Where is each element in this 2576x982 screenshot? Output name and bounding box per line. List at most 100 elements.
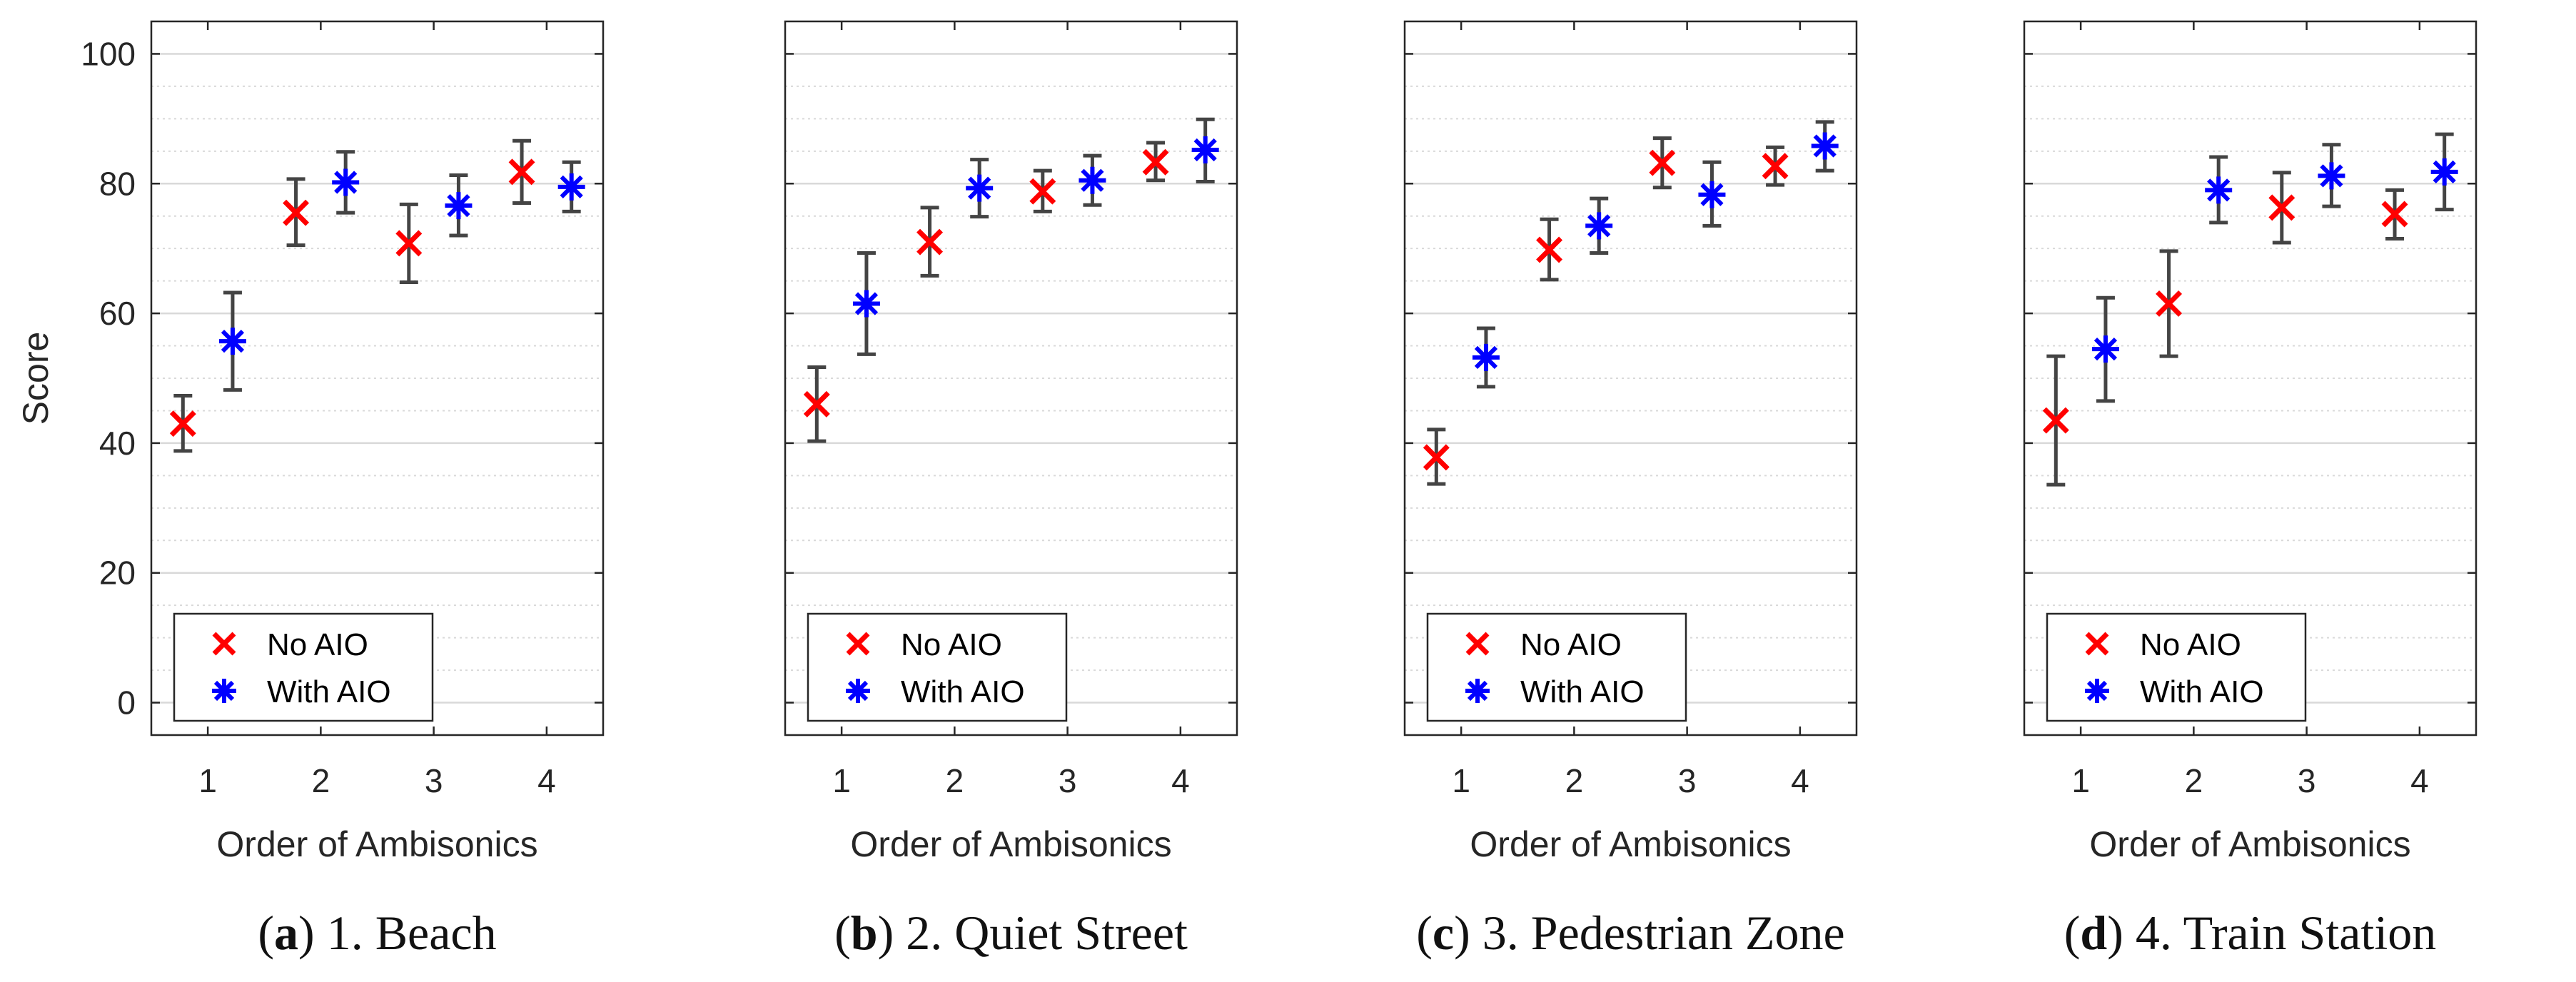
legend-no-aio-marker — [212, 632, 236, 656]
no-aio-marker — [2042, 407, 2069, 434]
y-tick-label: 80 — [99, 165, 136, 202]
x-axis-label: Order of Ambisonics — [2089, 824, 2410, 864]
caption-paren-open: ( — [834, 906, 851, 960]
caption-title: 2. Quiet Street — [894, 906, 1188, 960]
y-tick-label: 100 — [81, 35, 136, 72]
with-aio-marker — [2205, 176, 2233, 204]
no-aio-marker — [2156, 290, 2183, 317]
legend-label-with-aio: With AIO — [1520, 674, 1645, 709]
x-tick-label: 4 — [2410, 762, 2429, 799]
no-aio-marker — [1142, 148, 1169, 176]
x-tick-label: 2 — [2185, 762, 2203, 799]
x-tick-label: 1 — [198, 762, 217, 799]
caption-paren-open: ( — [2064, 906, 2081, 960]
legend-box — [807, 612, 1068, 722]
caption-paren-open: ( — [1416, 906, 1433, 960]
legend-label-with-aio: With AIO — [2140, 674, 2264, 709]
no-aio-marker — [395, 230, 423, 257]
x-tick-label: 3 — [1059, 762, 1077, 799]
panel-caption: (c) 3. Pedestrian Zone — [1416, 906, 1844, 960]
axes-box — [150, 20, 605, 736]
legend-no-aio-marker — [1465, 632, 1490, 656]
y-axis-label: Score — [16, 332, 56, 425]
caption-title: 3. Pedestrian Zone — [1470, 906, 1845, 960]
axes-box — [2023, 20, 2477, 736]
panel-a: 0 20 40 60 80 100 1 2 3 4 Score Order of Ambisonics… — [16, 20, 605, 960]
no-aio-marker — [803, 390, 830, 417]
with-aio-marker — [2318, 162, 2345, 190]
caption-paren-close: ) — [1454, 906, 1470, 960]
with-aio-marker — [557, 173, 585, 201]
axes-box — [1403, 20, 1858, 736]
caption-paren-close: ) — [2107, 906, 2123, 960]
x-tick-label: 1 — [1452, 762, 1470, 799]
panel-caption: (b) 2. Quiet Street — [834, 906, 1188, 960]
no-aio-marker — [169, 410, 196, 437]
legend-no-aio-marker — [846, 632, 870, 656]
caption-title: 1. Beach — [315, 906, 497, 960]
legend-with-aio-marker — [846, 679, 870, 703]
with-aio-marker — [966, 174, 994, 202]
no-aio-marker — [283, 199, 310, 226]
with-aio-marker — [1191, 136, 1219, 163]
caption-paren-close: ) — [878, 906, 894, 960]
no-aio-marker — [508, 158, 535, 186]
x-tick-label: 1 — [2071, 762, 2090, 799]
legend-with-aio-marker — [2085, 679, 2109, 703]
x-tick-label: 3 — [2298, 762, 2316, 799]
caption-letter: d — [2080, 906, 2107, 960]
legend-box — [173, 612, 434, 722]
legend-box — [1426, 612, 1687, 722]
caption-letter: a — [274, 906, 298, 960]
no-aio-marker — [1423, 444, 1450, 471]
legend-label-no-aio: No AIO — [901, 627, 1002, 662]
caption-title: 4. Train Station — [2123, 906, 2436, 960]
caption-paren-close: ) — [298, 906, 315, 960]
y-tick-label: 0 — [117, 684, 136, 722]
with-aio-marker — [1472, 343, 1500, 371]
with-aio-marker — [445, 192, 473, 220]
with-aio-marker — [1079, 166, 1106, 194]
with-aio-marker — [2091, 335, 2119, 363]
with-aio-marker — [2430, 158, 2458, 186]
legend-no-aio-marker — [2085, 632, 2109, 656]
no-aio-marker — [1762, 153, 1789, 180]
x-tick-label: 4 — [1171, 762, 1190, 799]
caption-paren-open: ( — [258, 906, 274, 960]
legend-label-no-aio: No AIO — [267, 627, 368, 662]
x-tick-label: 2 — [312, 762, 330, 799]
no-aio-marker — [2381, 201, 2408, 228]
x-tick-label: 2 — [946, 762, 964, 799]
caption-letter: c — [1433, 906, 1454, 960]
x-tick-label: 1 — [832, 762, 851, 799]
x-axis-label: Order of Ambisonics — [850, 824, 1171, 864]
with-aio-marker — [332, 168, 360, 196]
x-tick-label: 3 — [425, 762, 443, 799]
panel-caption: (d) 4. Train Station — [2064, 906, 2436, 960]
x-axis-label: Order of Ambisonics — [1470, 824, 1791, 864]
y-tick-label: 40 — [99, 425, 136, 462]
x-axis-label: Order of Ambisonics — [216, 824, 537, 864]
x-tick-label: 2 — [1565, 762, 1584, 799]
y-tick-label: 60 — [99, 295, 136, 332]
legend-label-with-aio: With AIO — [901, 674, 1025, 709]
with-aio-marker — [1698, 181, 1726, 208]
x-tick-label: 4 — [537, 762, 556, 799]
no-aio-marker — [916, 228, 944, 255]
no-aio-marker — [1029, 178, 1056, 205]
legend-box — [2046, 612, 2307, 722]
no-aio-marker — [1649, 149, 1676, 176]
panel-caption: (a) 1. Beach — [258, 906, 496, 960]
legend-with-aio-marker — [1465, 679, 1490, 703]
legend-label-no-aio: No AIO — [2140, 627, 2241, 662]
legend-with-aio-marker — [212, 679, 236, 703]
with-aio-marker — [1811, 132, 1839, 160]
y-tick-label: 20 — [99, 555, 136, 592]
x-tick-label: 3 — [1678, 762, 1697, 799]
x-tick-label: 4 — [1791, 762, 1809, 799]
legend-label-with-aio: With AIO — [267, 674, 391, 709]
